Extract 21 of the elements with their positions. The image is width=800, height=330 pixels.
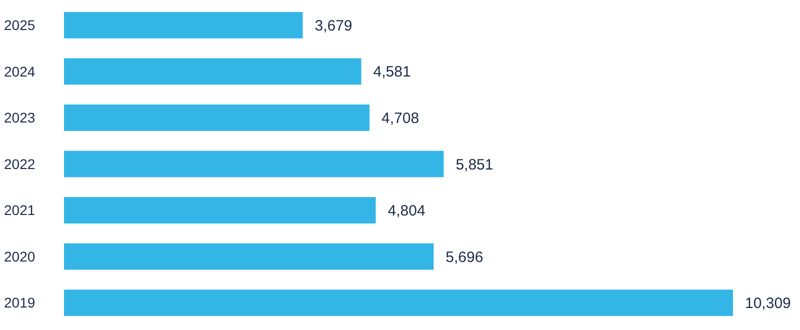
bar	[64, 290, 733, 316]
bar	[64, 58, 362, 85]
data-label: 5,696	[446, 248, 484, 266]
y-tick-label: 2023	[4, 110, 36, 126]
data-label: 5,851	[456, 156, 494, 174]
data-label: 3,679	[314, 17, 352, 34]
bar	[64, 104, 370, 131]
y-tick-label: 2019	[4, 294, 36, 311]
y-tick-label: 2024	[4, 63, 36, 80]
data-label: 4,708	[382, 110, 420, 127]
y-tick-label: 2022	[4, 156, 36, 172]
bar	[64, 197, 376, 224]
bar	[64, 150, 444, 178]
bar	[64, 243, 434, 270]
y-tick-label: 2021	[4, 202, 36, 218]
data-label: 10,309	[745, 295, 791, 312]
y-tick-label: 2025	[4, 17, 36, 34]
data-label: 4,581	[373, 64, 411, 81]
data-label: 4,804	[388, 202, 426, 220]
y-tick-label: 2020	[4, 248, 36, 264]
bar	[64, 12, 303, 38]
